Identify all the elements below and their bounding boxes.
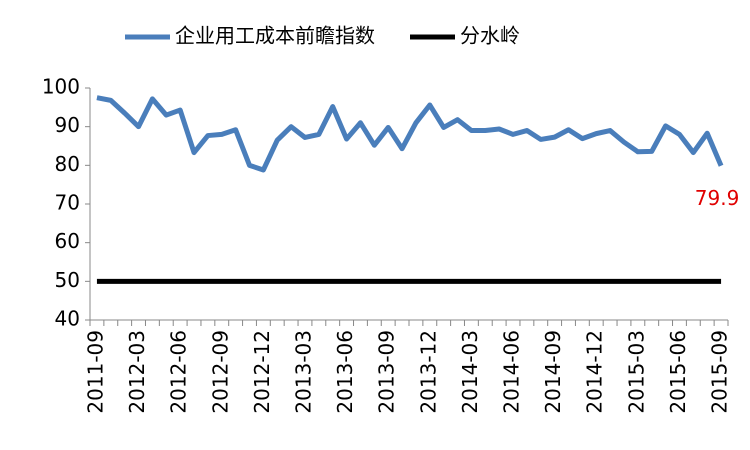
x-tick-label: 2012-09 [208,330,232,414]
x-tick-label: 2013-03 [291,330,315,414]
x-tick-label: 2012-12 [250,330,274,414]
x-tick-label: 2013-12 [416,330,440,414]
x-tick-label: 2013-09 [375,330,399,414]
legend-label: 分水岭 [460,24,520,48]
x-tick-label: 2014-12 [583,330,607,414]
y-tick-label: 60 [55,229,80,253]
x-tick-label: 2014-06 [500,330,524,414]
x-tick-label: 2013-06 [333,330,357,414]
x-tick-label: 2014-03 [458,330,482,414]
x-tick-label: 2015-03 [624,330,648,414]
x-tick-label: 2012-06 [167,330,191,414]
value-label: 79.9 [695,186,740,210]
y-tick-label: 50 [55,268,80,292]
y-tick-label: 40 [55,307,80,331]
y-tick-label: 100 [42,75,80,99]
y-tick-label: 90 [55,113,80,137]
y-tick-label: 80 [55,152,80,176]
x-tick-label: 2014-09 [541,330,565,414]
series-line [96,95,724,173]
x-tick-label: 2015-09 [708,330,732,414]
y-tick-label: 70 [55,191,80,215]
x-tick-label: 2015-06 [666,330,690,414]
x-tick-label: 2011-09 [83,330,107,414]
legend-label: 企业用工成本前瞻指数 [175,24,375,48]
x-tick-label: 2012-03 [125,330,149,414]
